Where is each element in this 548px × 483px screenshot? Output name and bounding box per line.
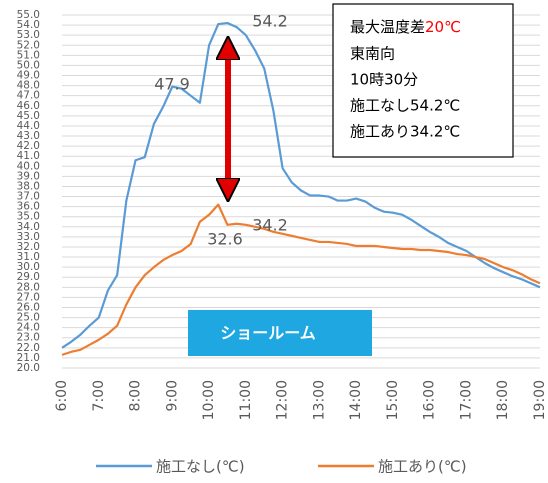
y-tick-label: 21.0: [17, 352, 40, 364]
info-line: 施工なし54.2℃: [350, 97, 460, 115]
x-tick-label: 12:00: [275, 380, 291, 420]
y-tick-label: 26.0: [17, 301, 40, 313]
tag-box: [188, 310, 372, 356]
info-box: [332, 3, 514, 158]
y-tick-label: 45.0: [17, 110, 40, 122]
y-tick-label: 33.0: [17, 231, 40, 243]
annotation: 47.9: [154, 75, 190, 94]
x-tick-label: 15:00: [385, 380, 401, 420]
x-tick-label: 6:00: [54, 380, 70, 411]
tag-label: ショールーム: [220, 324, 316, 343]
x-tick-label: 19:00: [532, 380, 548, 420]
info-line: 施工あり34.2℃: [350, 123, 460, 141]
y-tick-label: 27.0: [17, 291, 40, 303]
x-tick-label: 7:00: [91, 380, 107, 411]
y-tick-label: 40.0: [17, 160, 40, 172]
y-tick-label: 28.0: [17, 281, 40, 293]
annotation: 54.2: [252, 12, 288, 31]
y-tick-label: 36.0: [17, 201, 40, 213]
series-line: [61, 203, 541, 356]
y-tick-label: 47.0: [17, 90, 40, 102]
y-tick-label: 46.0: [17, 100, 40, 112]
legend-label: 施工なし(℃): [156, 458, 245, 476]
legend-label: 施工あり(℃): [378, 458, 467, 476]
x-tick-label: 14:00: [348, 380, 364, 420]
y-tick-label: 24.0: [17, 322, 40, 334]
info-title-text: 最大温度差: [350, 18, 425, 36]
y-tick-label: 25.0: [17, 312, 40, 324]
y-tick-label: 23.0: [17, 332, 40, 344]
y-tick-label: 41.0: [17, 150, 40, 162]
y-tick-label: 42.0: [17, 140, 40, 152]
y-tick-label: 52.0: [17, 39, 40, 51]
info-line: 10時30分: [350, 71, 418, 89]
y-tick-label: 22.0: [17, 342, 40, 354]
y-tick-label: 53.0: [17, 29, 40, 41]
y-tick-label: 31.0: [17, 251, 40, 263]
y-tick-label: 30.0: [17, 261, 40, 273]
annotation: 34.2: [252, 216, 288, 235]
y-tick-label: 44.0: [17, 120, 40, 132]
x-tick-label: 9:00: [164, 380, 180, 411]
y-tick-label: 54.0: [17, 19, 40, 31]
x-tick-label: 8:00: [128, 380, 144, 411]
annotation: 32.6: [207, 230, 243, 249]
info-title: 最大温度差20℃: [350, 18, 461, 36]
x-tick-label: 13:00: [311, 380, 327, 420]
y-tick-label: 34.0: [17, 221, 40, 233]
info-line: 東南向: [350, 45, 395, 63]
y-tick-label: 55.0: [17, 9, 40, 21]
y-tick-label: 48.0: [17, 80, 40, 92]
y-tick-label: 20.0: [17, 362, 40, 374]
y-tick-label: 38.0: [17, 180, 40, 192]
y-tick-label: 37.0: [17, 191, 40, 203]
x-tick-label: 11:00: [238, 380, 254, 420]
x-tick-label: 10:00: [201, 380, 217, 420]
x-tick-label: 17:00: [458, 380, 474, 420]
y-tick-label: 43.0: [17, 130, 40, 142]
y-tick-label: 49.0: [17, 70, 40, 82]
y-tick-label: 35.0: [17, 211, 40, 223]
y-tick-label: 51.0: [17, 49, 40, 61]
x-tick-label: 16:00: [422, 380, 438, 420]
y-tick-label: 32.0: [17, 241, 40, 253]
y-tick-label: 29.0: [17, 271, 40, 283]
series-line: [61, 21, 541, 349]
x-tick-label: 18:00: [495, 380, 511, 420]
info-highlight: 20℃: [425, 18, 461, 36]
y-tick-label: 50.0: [17, 59, 40, 71]
y-tick-label: 39.0: [17, 170, 40, 182]
